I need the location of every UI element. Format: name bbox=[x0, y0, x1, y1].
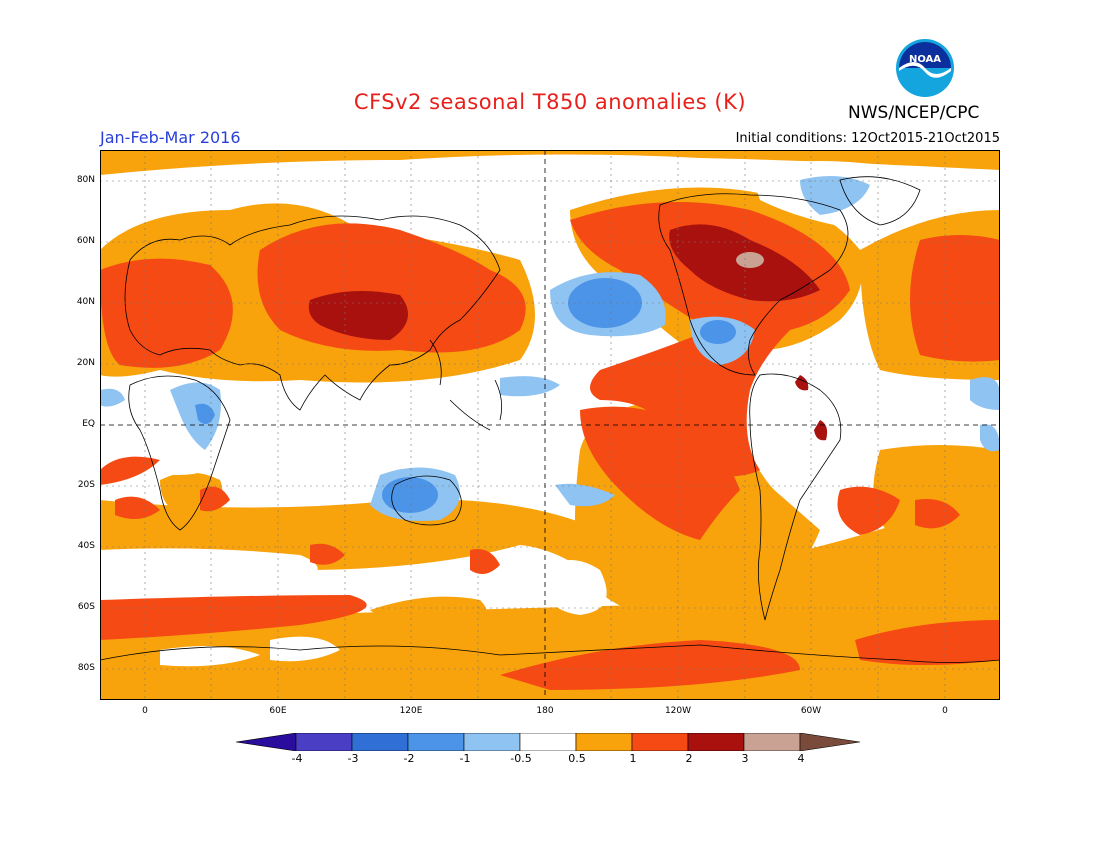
lon-label: 180 bbox=[536, 706, 554, 716]
lon-label: 60W bbox=[800, 706, 822, 716]
lat-label: 20N bbox=[76, 358, 95, 368]
initial-conditions-label: Initial conditions: 12Oct2015-21Oct2015 bbox=[735, 131, 1000, 146]
colorbar-segment bbox=[575, 733, 633, 751]
colorbar-segment bbox=[407, 733, 465, 751]
colorbar-label: -0.5 bbox=[510, 752, 532, 765]
colorbar-label: 0.5 bbox=[568, 752, 586, 765]
lon-label: 0 bbox=[942, 706, 948, 716]
colorbar-segment bbox=[351, 733, 409, 751]
colorbar-label: -1 bbox=[459, 752, 471, 765]
colorbar-segment bbox=[743, 733, 801, 751]
lat-label: 60N bbox=[76, 236, 95, 246]
lat-label: 60S bbox=[77, 602, 95, 612]
graticule bbox=[100, 150, 1000, 700]
colorbar-label: -2 bbox=[403, 752, 415, 765]
colorbar-segment bbox=[519, 733, 577, 751]
lon-label: 120W bbox=[664, 706, 692, 716]
anomaly-band-blue bbox=[100, 176, 1000, 521]
lat-label: 40S bbox=[77, 541, 95, 551]
lat-label: 80S bbox=[77, 663, 95, 673]
colorbar-segment bbox=[295, 733, 353, 751]
lon-label: 120E bbox=[399, 706, 423, 716]
anomaly-band-tan bbox=[736, 252, 764, 268]
period-label: Jan-Feb-Mar 2016 bbox=[100, 128, 241, 147]
lon-label: 0 bbox=[142, 706, 148, 716]
reference-lines bbox=[100, 150, 1000, 700]
lat-label: 80N bbox=[76, 175, 95, 185]
colorbar-label: -3 bbox=[347, 752, 359, 765]
lon-label: 60E bbox=[269, 706, 287, 716]
colorbar-segment bbox=[463, 733, 521, 751]
lat-label: EQ bbox=[82, 419, 95, 429]
anomaly-map bbox=[100, 150, 1000, 700]
colorbar-label: 2 bbox=[685, 752, 693, 765]
lat-label: 20S bbox=[77, 480, 95, 490]
colorbar-segment bbox=[799, 733, 861, 751]
organization-label: NWS/NCEP/CPC bbox=[848, 103, 980, 123]
colorbar-label: 4 bbox=[797, 752, 805, 765]
lat-label: 40N bbox=[76, 297, 95, 307]
coastlines bbox=[100, 176, 1000, 663]
logo-text: NOAA bbox=[909, 54, 941, 65]
map-title: CFSv2 seasonal T850 anomalies (K) bbox=[353, 90, 747, 114]
colorbar-segment bbox=[631, 733, 689, 751]
colorbar-segment bbox=[687, 733, 745, 751]
noaa-logo: NOAA bbox=[896, 39, 954, 97]
colorbar-segment bbox=[236, 733, 297, 751]
colorbar-label: 3 bbox=[741, 752, 749, 765]
colorbar-label: -4 bbox=[291, 752, 303, 765]
anomaly-fields bbox=[100, 150, 1000, 700]
colorbar-label: 1 bbox=[629, 752, 637, 765]
colorbar bbox=[236, 733, 861, 751]
anomaly-band-neutral bbox=[100, 161, 887, 667]
